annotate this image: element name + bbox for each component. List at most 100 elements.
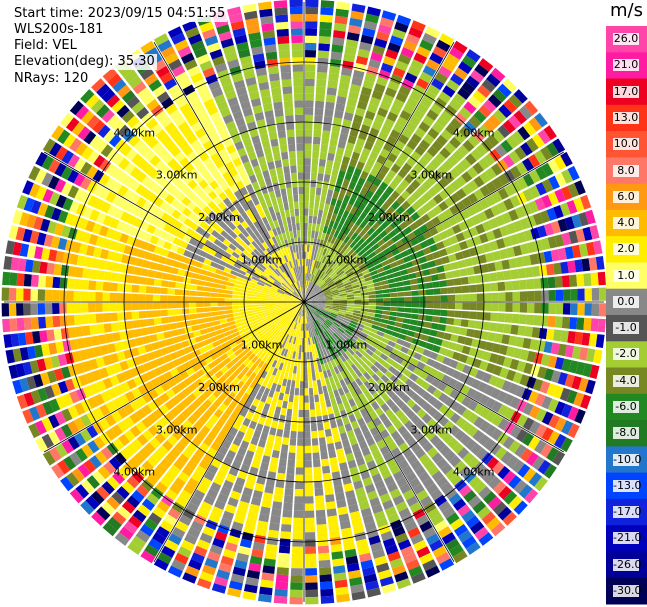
radar-gate — [169, 367, 179, 377]
radar-gate — [189, 308, 197, 314]
radar-gate — [288, 286, 295, 292]
radar-gate — [323, 257, 329, 265]
radar-gate — [355, 55, 369, 66]
radar-gate — [145, 118, 159, 131]
radar-gate — [249, 90, 260, 101]
radar-gate — [396, 312, 405, 318]
radar-gate — [554, 172, 567, 187]
radar-gate — [310, 423, 317, 432]
radar-gate — [167, 26, 183, 39]
radar-gate — [468, 311, 477, 320]
radar-gate — [158, 255, 167, 265]
radar-gate — [253, 294, 262, 298]
radar-gate — [114, 532, 130, 546]
radar-gate — [111, 491, 125, 505]
radar-gate — [133, 139, 146, 152]
radar-gate — [358, 229, 367, 238]
radar-gate — [383, 475, 395, 486]
radar-gate — [160, 427, 172, 439]
radar-gate — [305, 14, 318, 22]
radar-gate — [57, 353, 68, 367]
radar-gate — [131, 293, 139, 302]
radar-gate — [47, 370, 58, 384]
radar-gate — [310, 358, 314, 367]
radar-gate — [281, 315, 288, 322]
radar-gate — [360, 331, 368, 338]
radar-gate — [349, 17, 363, 28]
radar-gate — [291, 423, 298, 432]
radar-gate — [375, 407, 384, 417]
radar-gate — [447, 310, 455, 318]
radar-gate — [151, 341, 160, 351]
radar-gate — [209, 180, 219, 190]
radar-gate — [497, 418, 510, 431]
radar-gate — [1, 287, 10, 301]
radar-gate — [412, 109, 425, 121]
radar-gate — [364, 322, 373, 328]
radar-gate — [415, 326, 424, 334]
radar-gate — [350, 320, 358, 326]
radar-gate — [275, 306, 284, 310]
radar-gate — [261, 295, 269, 299]
radar-gate — [66, 303, 74, 314]
radar-gate — [435, 241, 445, 250]
radar-gate — [184, 59, 198, 71]
radar-gate — [214, 530, 228, 542]
radar-gate — [420, 495, 433, 508]
radar-gate — [543, 125, 557, 141]
radar-gate — [405, 409, 416, 420]
radar-gate — [220, 275, 229, 282]
radar-gate — [191, 121, 203, 133]
radar-gate — [160, 295, 168, 302]
radar-gate — [363, 273, 372, 279]
radar-gate — [270, 80, 281, 89]
radar-gate — [445, 367, 455, 377]
radar-gate — [440, 302, 448, 309]
radar-gate — [186, 151, 198, 162]
radar-gate — [329, 284, 336, 289]
radar-gate — [381, 314, 390, 320]
radar-gate — [325, 258, 332, 266]
radar-gate — [185, 26, 200, 39]
radar-gate — [554, 234, 565, 247]
radar-gate — [466, 166, 479, 179]
radar-gate — [10, 333, 20, 347]
radar-gate — [493, 109, 507, 123]
radar-gate — [179, 157, 191, 168]
radar-gate — [363, 244, 371, 252]
radar-gate — [280, 323, 286, 330]
radar-gate — [452, 243, 462, 253]
radar-gate — [578, 347, 589, 361]
radar-gate — [245, 217, 253, 226]
radar-gate — [317, 254, 322, 262]
radar-gate — [298, 308, 302, 316]
radar-gate — [170, 395, 181, 406]
radar-gate — [258, 352, 266, 361]
radar-gate — [126, 265, 135, 275]
radar-gate — [526, 303, 535, 314]
radar-gate — [121, 340, 130, 350]
radar-gate — [404, 72, 418, 84]
radar-gate — [202, 195, 212, 205]
radar-gate — [321, 340, 327, 348]
radar-gate — [385, 357, 395, 366]
radar-gate — [162, 152, 174, 164]
radar-gate — [481, 452, 494, 465]
radar-gate — [231, 356, 240, 365]
radar-gate — [261, 305, 269, 309]
radar-gate — [180, 52, 195, 65]
radar-gate — [209, 374, 219, 384]
radar-gate — [350, 251, 358, 259]
radar-gate — [75, 267, 84, 278]
radar-gate — [198, 442, 210, 453]
radar-gate — [355, 137, 366, 148]
radar-gate — [245, 450, 255, 460]
radar-gate — [447, 286, 455, 294]
radar-gate — [308, 315, 312, 323]
radar-gate — [305, 539, 316, 547]
radar-gate — [239, 305, 247, 309]
radar-gate — [285, 309, 293, 315]
radar-gate — [564, 216, 575, 230]
radar-gate — [492, 88, 507, 103]
radar-gate — [481, 372, 492, 384]
